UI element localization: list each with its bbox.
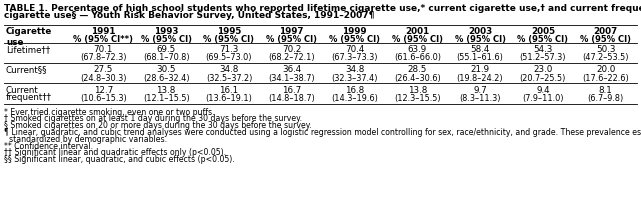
Text: (10.6–15.3): (10.6–15.3) <box>80 94 127 103</box>
Text: 1997: 1997 <box>279 26 304 35</box>
Text: § Smoked cigarettes on 20 or more days during the 30 days before the survey.: § Smoked cigarettes on 20 or more days d… <box>4 121 312 130</box>
Text: (68.2–72.1): (68.2–72.1) <box>269 53 315 62</box>
Text: % (95% CI): % (95% CI) <box>580 35 631 44</box>
Text: % (95% CI): % (95% CI) <box>392 35 443 44</box>
Text: †† Significant linear and quadratic effects only (p<0.05).: †† Significant linear and quadratic effe… <box>4 148 226 157</box>
Text: 16.8: 16.8 <box>345 86 364 95</box>
Text: 54.3: 54.3 <box>533 45 553 54</box>
Text: (12.3–15.5): (12.3–15.5) <box>394 94 440 103</box>
Text: §§ Significant linear, quadratic, and cubic effects (p<0.05).: §§ Significant linear, quadratic, and cu… <box>4 155 235 164</box>
Text: (68.1–70.8): (68.1–70.8) <box>143 53 190 62</box>
Text: % (95% CI**): % (95% CI**) <box>73 35 133 44</box>
Text: (51.2–57.3): (51.2–57.3) <box>520 53 566 62</box>
Text: 1993: 1993 <box>154 26 178 35</box>
Text: 34.8: 34.8 <box>219 65 238 74</box>
Text: 36.4: 36.4 <box>282 65 301 74</box>
Text: 2001: 2001 <box>405 26 429 35</box>
Text: (47.2–53.5): (47.2–53.5) <box>583 53 629 62</box>
Text: (26.4–30.6): (26.4–30.6) <box>394 74 440 83</box>
Text: 28.5: 28.5 <box>408 65 427 74</box>
Text: ** Confidence interval.: ** Confidence interval. <box>4 142 93 151</box>
Text: (69.5–73.0): (69.5–73.0) <box>206 53 252 62</box>
Text: 70.4: 70.4 <box>345 45 364 54</box>
Text: 16.7: 16.7 <box>282 86 301 95</box>
Text: (17.6–22.6): (17.6–22.6) <box>582 74 629 83</box>
Text: 2007: 2007 <box>594 26 618 35</box>
Text: (34.1–38.7): (34.1–38.7) <box>269 74 315 83</box>
Text: % (95% CI): % (95% CI) <box>140 35 192 44</box>
Text: 9.7: 9.7 <box>473 86 487 95</box>
Text: (32.3–37.4): (32.3–37.4) <box>331 74 378 83</box>
Text: ¶ Linear, quadratic, and cubic trend analyses were conducted using a logistic re: ¶ Linear, quadratic, and cubic trend ana… <box>4 128 641 137</box>
Text: frequent††: frequent†† <box>6 93 52 102</box>
Text: Cigarette
use: Cigarette use <box>6 26 53 47</box>
Text: (19.8–24.2): (19.8–24.2) <box>457 74 503 83</box>
Text: (28.6–32.4): (28.6–32.4) <box>143 74 190 83</box>
Text: (61.6–66.0): (61.6–66.0) <box>394 53 441 62</box>
Text: (67.3–73.3): (67.3–73.3) <box>331 53 378 62</box>
Text: 13.8: 13.8 <box>156 86 176 95</box>
Text: 16.1: 16.1 <box>219 86 238 95</box>
Text: 20.0: 20.0 <box>596 65 615 74</box>
Text: (14.8–18.7): (14.8–18.7) <box>269 94 315 103</box>
Text: 27.5: 27.5 <box>94 65 113 74</box>
Text: Current§§: Current§§ <box>6 65 47 74</box>
Text: (12.1–15.5): (12.1–15.5) <box>143 94 190 103</box>
Text: (55.1–61.6): (55.1–61.6) <box>456 53 503 62</box>
Text: 9.4: 9.4 <box>536 86 549 95</box>
Text: † Smoked cigarettes on at least 1 day during the 30 days before the survey.: † Smoked cigarettes on at least 1 day du… <box>4 114 302 123</box>
Text: (7.9–11.0): (7.9–11.0) <box>522 94 563 103</box>
Text: 58.4: 58.4 <box>470 45 490 54</box>
Text: TABLE 1. Percentage of high school students who reported lifetime cigarette use,: TABLE 1. Percentage of high school stude… <box>4 4 641 13</box>
Text: 50.3: 50.3 <box>596 45 615 54</box>
Text: 23.0: 23.0 <box>533 65 553 74</box>
Text: (14.3–19.6): (14.3–19.6) <box>331 94 378 103</box>
Text: cigarette use§ — Youth Risk Behavior Survey, United States, 1991–2007¶: cigarette use§ — Youth Risk Behavior Sur… <box>4 12 374 21</box>
Text: 1995: 1995 <box>217 26 241 35</box>
Text: * Ever tried cigarette smoking, even one or two puffs.: * Ever tried cigarette smoking, even one… <box>4 108 215 117</box>
Text: % (95% CI): % (95% CI) <box>329 35 380 44</box>
Text: (67.8–72.3): (67.8–72.3) <box>80 53 127 62</box>
Text: % (95% CI): % (95% CI) <box>203 35 254 44</box>
Text: 34.8: 34.8 <box>345 65 364 74</box>
Text: % (95% CI): % (95% CI) <box>454 35 506 44</box>
Text: Current: Current <box>6 86 38 95</box>
Text: (8.3–11.3): (8.3–11.3) <box>460 94 501 103</box>
Text: 13.8: 13.8 <box>408 86 427 95</box>
Text: Lifetime††: Lifetime†† <box>6 45 50 54</box>
Text: 69.5: 69.5 <box>156 45 176 54</box>
Text: 1991: 1991 <box>91 26 115 35</box>
Text: 2005: 2005 <box>531 26 555 35</box>
Text: (20.7–25.5): (20.7–25.5) <box>520 74 566 83</box>
Text: % (95% CI): % (95% CI) <box>266 35 317 44</box>
Text: 2003: 2003 <box>468 26 492 35</box>
Text: % (95% CI): % (95% CI) <box>517 35 569 44</box>
Text: 70.2: 70.2 <box>282 45 301 54</box>
Text: (6.7–9.8): (6.7–9.8) <box>588 94 624 103</box>
Text: 12.7: 12.7 <box>94 86 113 95</box>
Text: (24.8–30.3): (24.8–30.3) <box>80 74 127 83</box>
Text: 21.9: 21.9 <box>470 65 490 74</box>
Text: 63.9: 63.9 <box>408 45 427 54</box>
Text: 30.5: 30.5 <box>156 65 176 74</box>
Text: (32.5–37.2): (32.5–37.2) <box>206 74 252 83</box>
Text: (13.6–19.1): (13.6–19.1) <box>206 94 253 103</box>
Text: 8.1: 8.1 <box>599 86 613 95</box>
Text: standardized by demographic variables.: standardized by demographic variables. <box>4 135 167 144</box>
Text: 1999: 1999 <box>342 26 367 35</box>
Text: 70.1: 70.1 <box>94 45 113 54</box>
Text: 71.3: 71.3 <box>219 45 238 54</box>
